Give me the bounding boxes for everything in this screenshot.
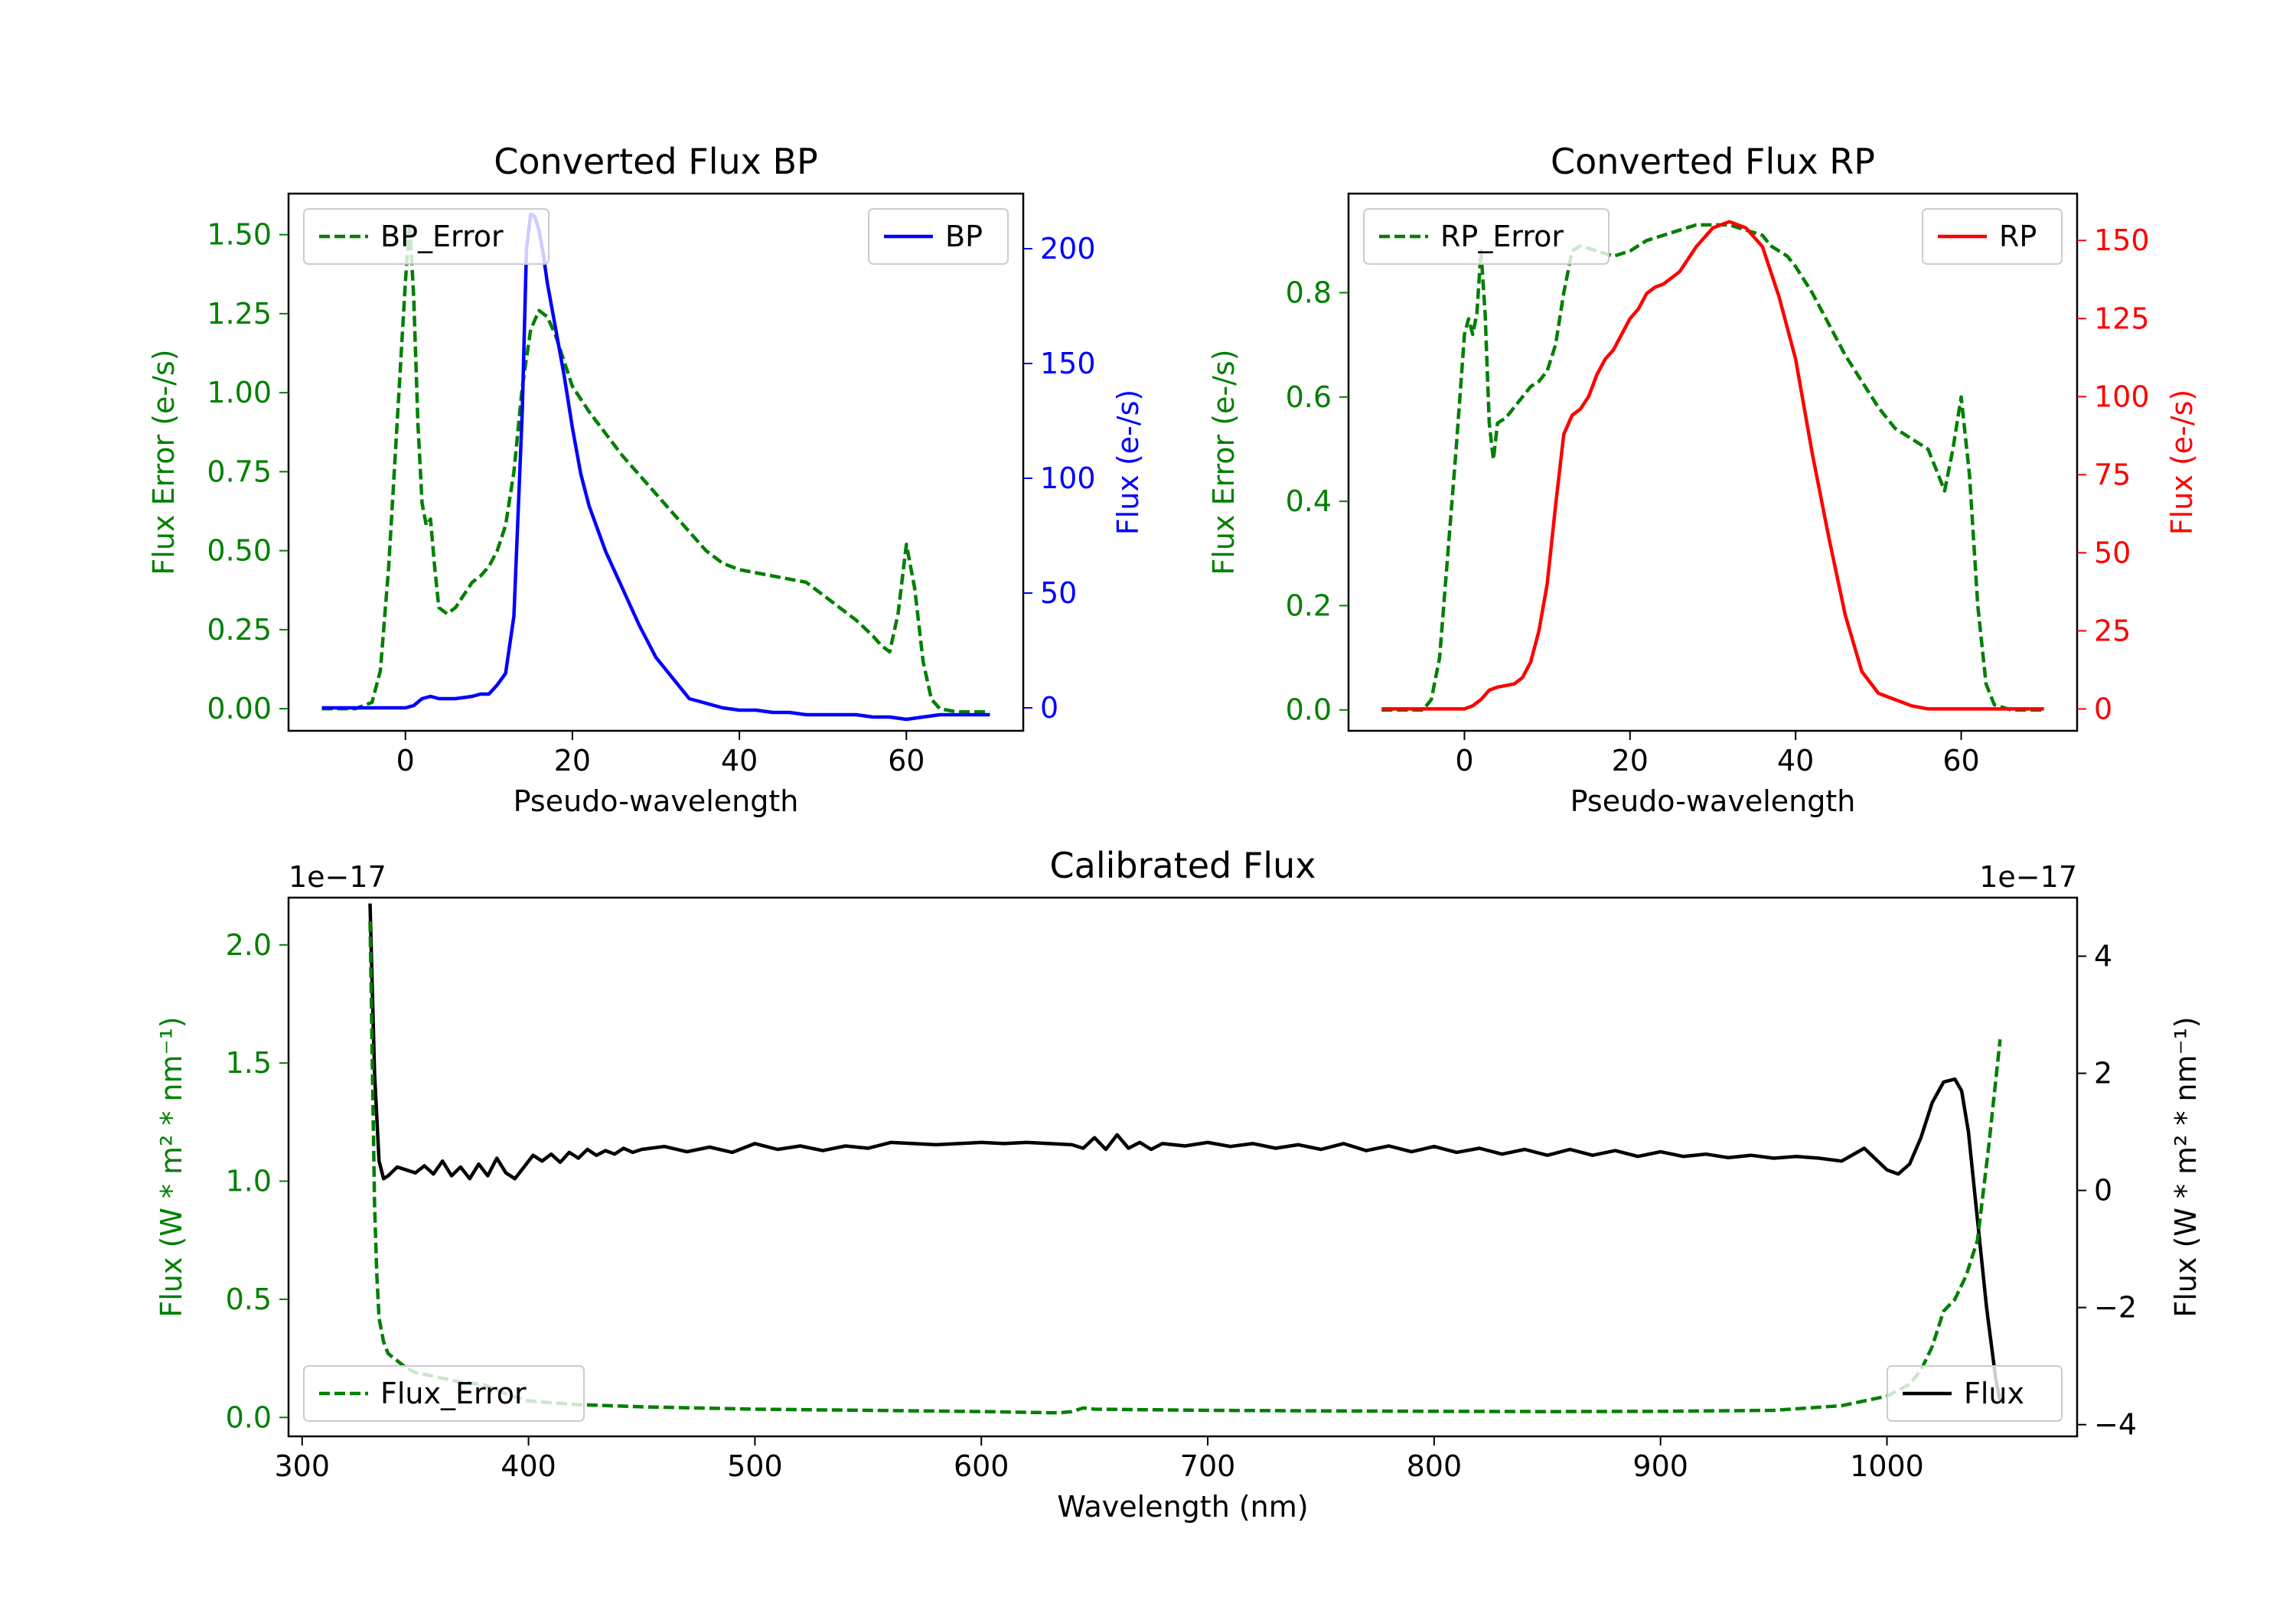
- legend-label: BP: [945, 220, 983, 253]
- y-right-axis-label: Flux (W * m² * nm⁻¹): [2169, 1016, 2203, 1317]
- legend-bp-error: BP_Error: [303, 208, 550, 265]
- x-tick-label: 0: [396, 744, 415, 777]
- series-line-rp: [1381, 220, 2044, 711]
- x-tick-label: 40: [721, 744, 758, 777]
- legend-label: BP_Error: [380, 220, 504, 253]
- legend-box: [1887, 1365, 2063, 1422]
- panel-cal: 300 400 500 600 700 800 900 1000 0.0 0.5 1.0 1.5 2.0…: [155, 845, 2203, 1524]
- x-tick-label: 60: [1942, 744, 1979, 777]
- series-line-flux: [368, 903, 2002, 1402]
- y-right-tick-label: 2: [2094, 1057, 2112, 1090]
- y-right-tick-label: 100: [1040, 461, 1096, 495]
- x-tick-label: 400: [501, 1449, 556, 1483]
- y-left-tick-label: 0.0: [1286, 693, 1332, 727]
- x-tick-label: 800: [1407, 1449, 1463, 1483]
- y-left-axis-label: Flux Error (e-/s): [147, 349, 181, 575]
- y-right-tick-label: 50: [1040, 576, 1077, 610]
- chart-title: Converted Flux RP: [1551, 141, 1875, 182]
- y-right-axis-label: Flux (e-/s): [1111, 390, 1145, 535]
- y-left-axis-label: Flux Error (e-/s): [1207, 349, 1241, 575]
- y-left-axis-label: Flux (W * m² * nm⁻¹): [155, 1016, 188, 1317]
- y-right-tick-label: 75: [2094, 458, 2131, 491]
- chart-title: Calibrated Flux: [1050, 845, 1316, 886]
- legend-box: [303, 1365, 585, 1422]
- y-left-tick-label: 0.5: [226, 1283, 272, 1316]
- y-left-tick-label: 0.25: [207, 613, 272, 647]
- y-right-tick-label: 100: [2094, 380, 2150, 413]
- y-right-tick-label: 4: [2094, 940, 2112, 973]
- y-left-tick-label: 0.50: [207, 534, 272, 568]
- y-left-tick-label: 0.6: [1286, 380, 1332, 414]
- legend-label: Flux_Error: [380, 1377, 527, 1410]
- legend-box: [1922, 208, 2063, 265]
- series-line-bp: [321, 212, 990, 722]
- y-left-offset-label: 1e−17: [289, 860, 386, 894]
- plot-frame: [1347, 192, 2079, 732]
- y-right-tick-label: 150: [2094, 223, 2150, 257]
- y-left-tick-label: 0.00: [207, 692, 272, 725]
- legend-label: Flux: [1964, 1377, 2024, 1410]
- y-left-tick-label: 0.4: [1286, 484, 1332, 518]
- x-tick-label: 500: [727, 1449, 783, 1483]
- x-axis-label: Wavelength (nm): [1057, 1490, 1308, 1524]
- x-tick-label: 60: [888, 744, 925, 777]
- legend-box: [868, 208, 1009, 265]
- y-right-tick-label: 0: [1040, 691, 1058, 725]
- legend-label: RP_Error: [1440, 220, 1564, 253]
- legend-label: RP: [1999, 220, 2037, 253]
- y-right-tick-label: 0: [2094, 1174, 2112, 1208]
- series-line-bp-error: [321, 220, 990, 714]
- y-right-tick-label: −4: [2094, 1408, 2137, 1442]
- y-left-tick-label: 1.00: [207, 376, 272, 409]
- y-left-tick-label: 1.0: [226, 1165, 272, 1198]
- plot-frame: [287, 896, 2079, 1438]
- x-tick-label: 40: [1777, 744, 1814, 777]
- y-right-tick-label: 25: [2094, 614, 2131, 647]
- x-tick-label: 700: [1180, 1449, 1236, 1483]
- y-right-axis-label: Flux (e-/s): [2165, 390, 2199, 535]
- x-tick-label: 0: [1455, 744, 1473, 777]
- x-axis-label: Pseudo-wavelength: [514, 784, 799, 818]
- panel-bp: 0 20 40 60 0.00 0.25 0.50 0.75 1.00 1.25 1.50 0 50 10…: [147, 141, 1145, 818]
- series-line-rp-error: [1381, 223, 2044, 712]
- y-left-tick-label: 1.50: [207, 218, 272, 252]
- x-tick-label: 20: [1612, 744, 1649, 777]
- y-right-offset-label: 1e−17: [1979, 860, 2077, 894]
- chart-title: Converted Flux BP: [494, 141, 818, 182]
- y-left-tick-label: 0.0: [226, 1400, 272, 1434]
- x-tick-label: 1000: [1850, 1449, 1924, 1483]
- legend-flux-error: Flux_Error: [303, 1365, 585, 1422]
- y-right-tick-label: −2: [2094, 1291, 2137, 1325]
- y-left-tick-label: 1.25: [207, 297, 272, 331]
- y-left-tick-label: 0.75: [207, 455, 272, 488]
- x-tick-label: 900: [1632, 1449, 1688, 1483]
- y-left-tick-label: 2.0: [226, 928, 272, 962]
- x-tick-label: 300: [274, 1449, 330, 1483]
- y-right-tick-label: 200: [1040, 232, 1096, 266]
- y-right-tick-label: 125: [2094, 302, 2150, 335]
- y-right-tick-label: 150: [1040, 347, 1096, 380]
- y-left-tick-label: 0.8: [1286, 275, 1332, 309]
- legend-rp-error: RP_Error: [1363, 208, 1609, 265]
- x-tick-label: 20: [554, 744, 591, 777]
- legend-box: [303, 208, 550, 265]
- plot-frame: [287, 192, 1025, 732]
- y-right-tick-label: 0: [2094, 692, 2112, 725]
- legend-box: [1363, 208, 1609, 265]
- legend-flux: Flux: [1887, 1365, 2063, 1422]
- y-left-tick-label: 0.2: [1286, 588, 1332, 622]
- panel-rp: 0 20 40 60 0.0 0.2 0.4 0.6 0.8 0 25 50 75 100 125 150 Co…: [1207, 141, 2199, 818]
- legend-rp: RP: [1922, 208, 2063, 265]
- x-axis-label: Pseudo-wavelength: [1570, 784, 1856, 818]
- y-right-tick-label: 50: [2094, 536, 2131, 569]
- x-tick-label: 600: [954, 1449, 1009, 1483]
- y-left-tick-label: 1.5: [226, 1046, 272, 1080]
- legend-bp: BP: [868, 208, 1009, 265]
